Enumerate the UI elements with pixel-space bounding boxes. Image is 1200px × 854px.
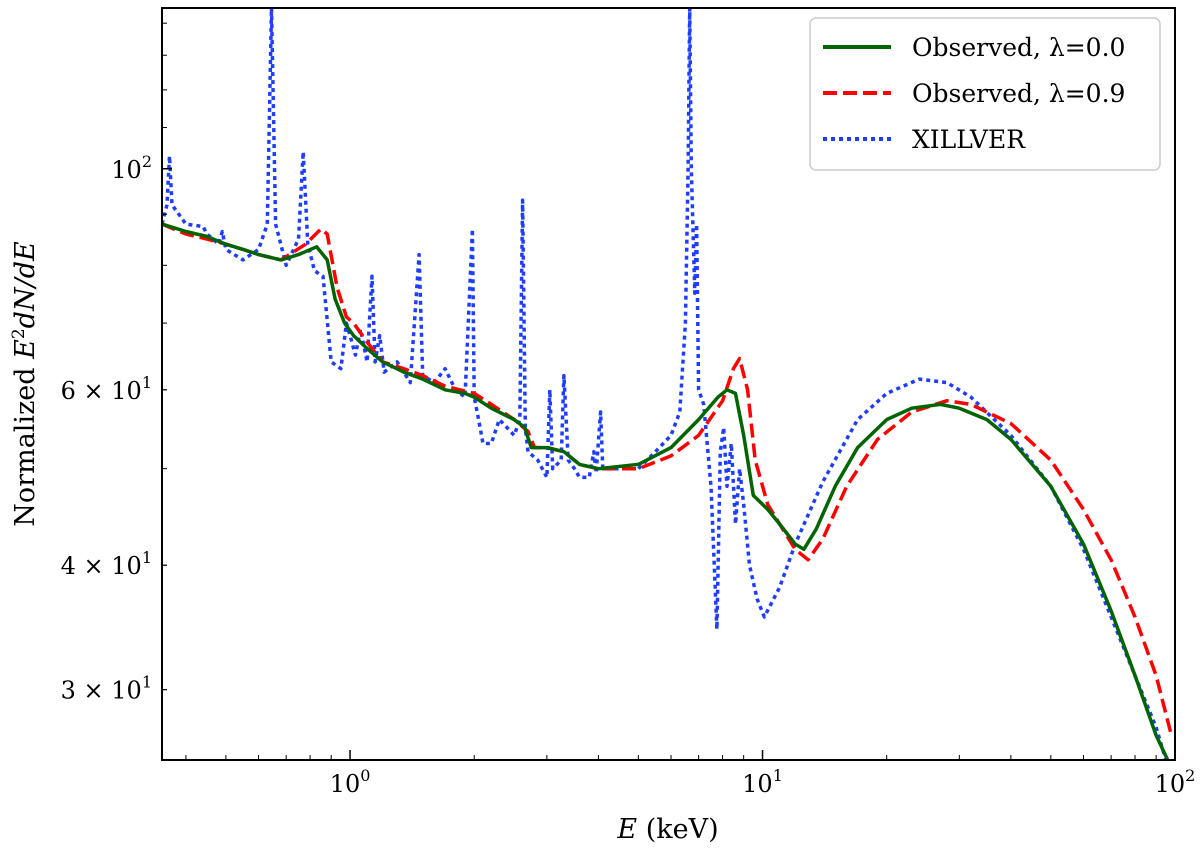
y-tick-label: 4 × 101 <box>61 548 152 580</box>
y-tick-label: 6 × 101 <box>61 373 152 405</box>
ticks-layer: 100 101 102 102 6 × 101 4 × 101 3 × 101 <box>61 22 1196 798</box>
series-layer <box>162 8 1174 760</box>
x-tick-label: 100 <box>330 766 371 798</box>
x-tick-label: 101 <box>742 766 783 798</box>
legend-label-observed-09: Observed, λ=0.9 <box>912 79 1125 108</box>
plot-frame <box>161 7 1176 761</box>
legend-label-xillver: XILLVER <box>912 125 1026 154</box>
y-tick-label: 3 × 101 <box>61 673 152 705</box>
series-line-xillver <box>162 8 1168 760</box>
x-axis-label: E (keV) <box>616 814 718 845</box>
y-tick-label: 102 <box>111 152 152 184</box>
legend-label-observed-0: Observed, λ=0.0 <box>912 33 1125 62</box>
series-line-observed-lambda-0 <box>162 222 1170 760</box>
legend: Observed, λ=0.0 Observed, λ=0.9 XILLVER <box>809 17 1161 171</box>
legend-box <box>809 17 1161 171</box>
y-axis-label: Normalized E2dN/dE <box>9 241 41 527</box>
x-tick-label: 102 <box>1155 766 1196 798</box>
